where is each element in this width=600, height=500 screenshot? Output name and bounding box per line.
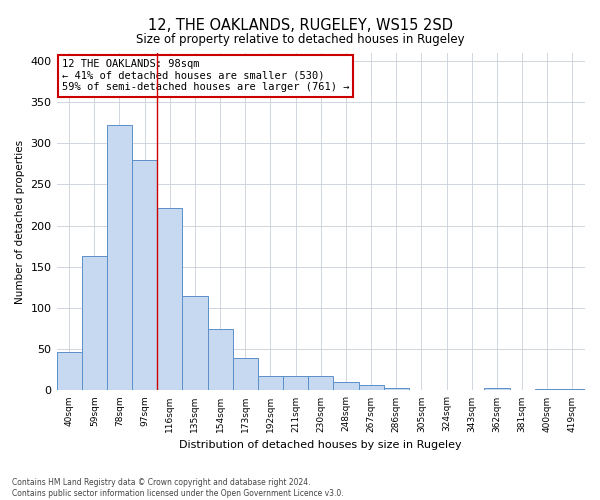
Y-axis label: Number of detached properties: Number of detached properties: [15, 140, 25, 304]
Text: 12, THE OAKLANDS, RUGELEY, WS15 2SD: 12, THE OAKLANDS, RUGELEY, WS15 2SD: [148, 18, 452, 32]
Bar: [359, 386, 383, 390]
Bar: [308, 376, 334, 390]
X-axis label: Distribution of detached houses by size in Rugeley: Distribution of detached houses by size …: [179, 440, 462, 450]
Bar: [157, 208, 182, 390]
Bar: [334, 382, 359, 390]
Bar: [132, 160, 157, 390]
Bar: [383, 388, 409, 390]
Text: Contains HM Land Registry data © Crown copyright and database right 2024.
Contai: Contains HM Land Registry data © Crown c…: [12, 478, 344, 498]
Bar: [484, 388, 509, 390]
Bar: [535, 389, 560, 390]
Text: Size of property relative to detached houses in Rugeley: Size of property relative to detached ho…: [136, 32, 464, 46]
Bar: [233, 358, 258, 390]
Bar: [107, 125, 132, 390]
Bar: [182, 296, 208, 390]
Bar: [56, 352, 82, 391]
Bar: [208, 330, 233, 390]
Bar: [283, 376, 308, 390]
Bar: [560, 389, 585, 390]
Bar: [82, 256, 107, 390]
Text: 12 THE OAKLANDS: 98sqm
← 41% of detached houses are smaller (530)
59% of semi-de: 12 THE OAKLANDS: 98sqm ← 41% of detached…: [62, 60, 349, 92]
Bar: [258, 376, 283, 390]
